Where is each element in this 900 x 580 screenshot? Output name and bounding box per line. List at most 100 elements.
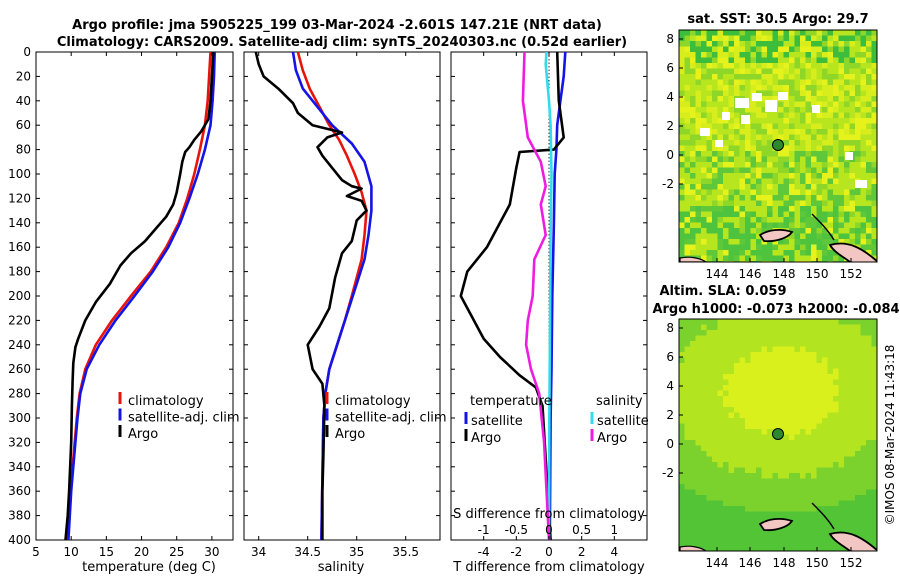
- map-cell: [844, 52, 850, 58]
- map-cell: [833, 30, 839, 36]
- map-cell: [794, 539, 801, 545]
- map-cell: [844, 63, 850, 69]
- map-cell: [805, 434, 812, 441]
- map-cell: [778, 255, 784, 262]
- map-cell: [745, 418, 751, 424]
- map-cell: [833, 385, 839, 391]
- map-cell: [739, 379, 746, 386]
- map-cell: [778, 511, 784, 518]
- map-cell: [701, 35, 707, 42]
- map-cell: [712, 129, 718, 135]
- sla-coastline-newbritain: [758, 517, 794, 532]
- map-cell: [811, 189, 817, 196]
- map-cell: [866, 101, 872, 108]
- map-cell: [800, 107, 806, 113]
- map-cell: [783, 440, 790, 446]
- map-cell: [827, 74, 834, 80]
- sla-map-title-line1: Altim. SLA: 0.059: [660, 284, 787, 299]
- map-cell: [690, 440, 696, 446]
- map-cell: [734, 418, 740, 424]
- map-cell: [833, 46, 839, 53]
- map-cell: [844, 96, 850, 102]
- map-cell: [855, 173, 861, 179]
- map-cell: [860, 189, 867, 196]
- map-cell: [811, 528, 817, 534]
- map-cell: [838, 167, 845, 174]
- map-cell: [866, 151, 872, 157]
- s-difference-tick-label: -1: [478, 523, 490, 537]
- map-cell: [745, 440, 751, 446]
- map-cell: [767, 533, 773, 540]
- map-cell: [866, 467, 872, 474]
- map-cell: [827, 134, 834, 141]
- map-cell: [712, 528, 718, 534]
- map-cell: [855, 217, 861, 223]
- map-cell: [844, 319, 850, 325]
- map-cell: [849, 407, 856, 413]
- map-cell: [805, 123, 812, 130]
- map-cell: [695, 162, 702, 168]
- map-cell: [723, 63, 729, 69]
- map-cell: [701, 440, 707, 446]
- map-cell: [706, 533, 713, 540]
- map-cell: [739, 445, 746, 452]
- map-cell: [734, 107, 740, 113]
- map-cell: [723, 151, 729, 157]
- map-cell: [849, 178, 856, 185]
- map-cell: [811, 123, 817, 130]
- map-cell: [811, 473, 817, 479]
- map-cell: [860, 41, 867, 47]
- map-cell: [866, 489, 872, 496]
- map-cell: [679, 341, 685, 347]
- map-cell: [844, 368, 850, 375]
- map-cell: [728, 239, 735, 245]
- map-cell: [827, 379, 834, 386]
- map-cell: [761, 222, 768, 229]
- map-cell: [822, 52, 828, 58]
- map-cell: [783, 473, 790, 479]
- map-cell: [833, 346, 839, 353]
- figure-title-line1: Argo profile: jma 5905225_199 03-Mar-202…: [72, 18, 602, 33]
- map-cell: [800, 390, 806, 397]
- map-cell: [789, 363, 795, 369]
- map-cell: [728, 107, 735, 113]
- map-cell: [684, 495, 691, 501]
- map-cell: [849, 129, 856, 135]
- map-cell: [811, 456, 817, 463]
- map-cell: [767, 385, 773, 391]
- map-cell: [701, 522, 707, 529]
- map-cell: [717, 484, 724, 490]
- map-cell: [811, 74, 817, 80]
- map-cell: [855, 451, 861, 457]
- map-cell: [838, 57, 845, 64]
- map-cell: [838, 478, 845, 485]
- map-cell: [871, 123, 877, 130]
- map-cell: [871, 456, 877, 463]
- map-cell: [767, 335, 773, 342]
- map-cell: [750, 473, 757, 479]
- map-cell: [838, 346, 845, 353]
- map-cell: [756, 244, 762, 251]
- map-cell: [695, 418, 702, 424]
- map-cell: [844, 123, 850, 130]
- map-cell: [750, 335, 757, 342]
- map-cell: [717, 363, 724, 369]
- s-difference-tick-label: 0.5: [572, 523, 591, 537]
- map-cell: [816, 140, 823, 146]
- map-cell: [778, 385, 784, 391]
- map-cell: [855, 239, 861, 245]
- map-cell: [778, 319, 784, 325]
- map-cell: [849, 162, 856, 168]
- map-cell: [750, 396, 757, 402]
- map-cell: [794, 74, 801, 80]
- map-cell: [778, 41, 784, 47]
- map-cell: [701, 200, 707, 207]
- salinity-xtick-label: 34: [251, 545, 266, 559]
- map-cell: [871, 368, 877, 375]
- map-cell: [794, 335, 801, 342]
- map-cell: [849, 140, 856, 146]
- map-cell: [811, 467, 817, 474]
- map-cell: [734, 217, 740, 223]
- map-cell: [860, 90, 867, 97]
- map-cell: [838, 319, 845, 325]
